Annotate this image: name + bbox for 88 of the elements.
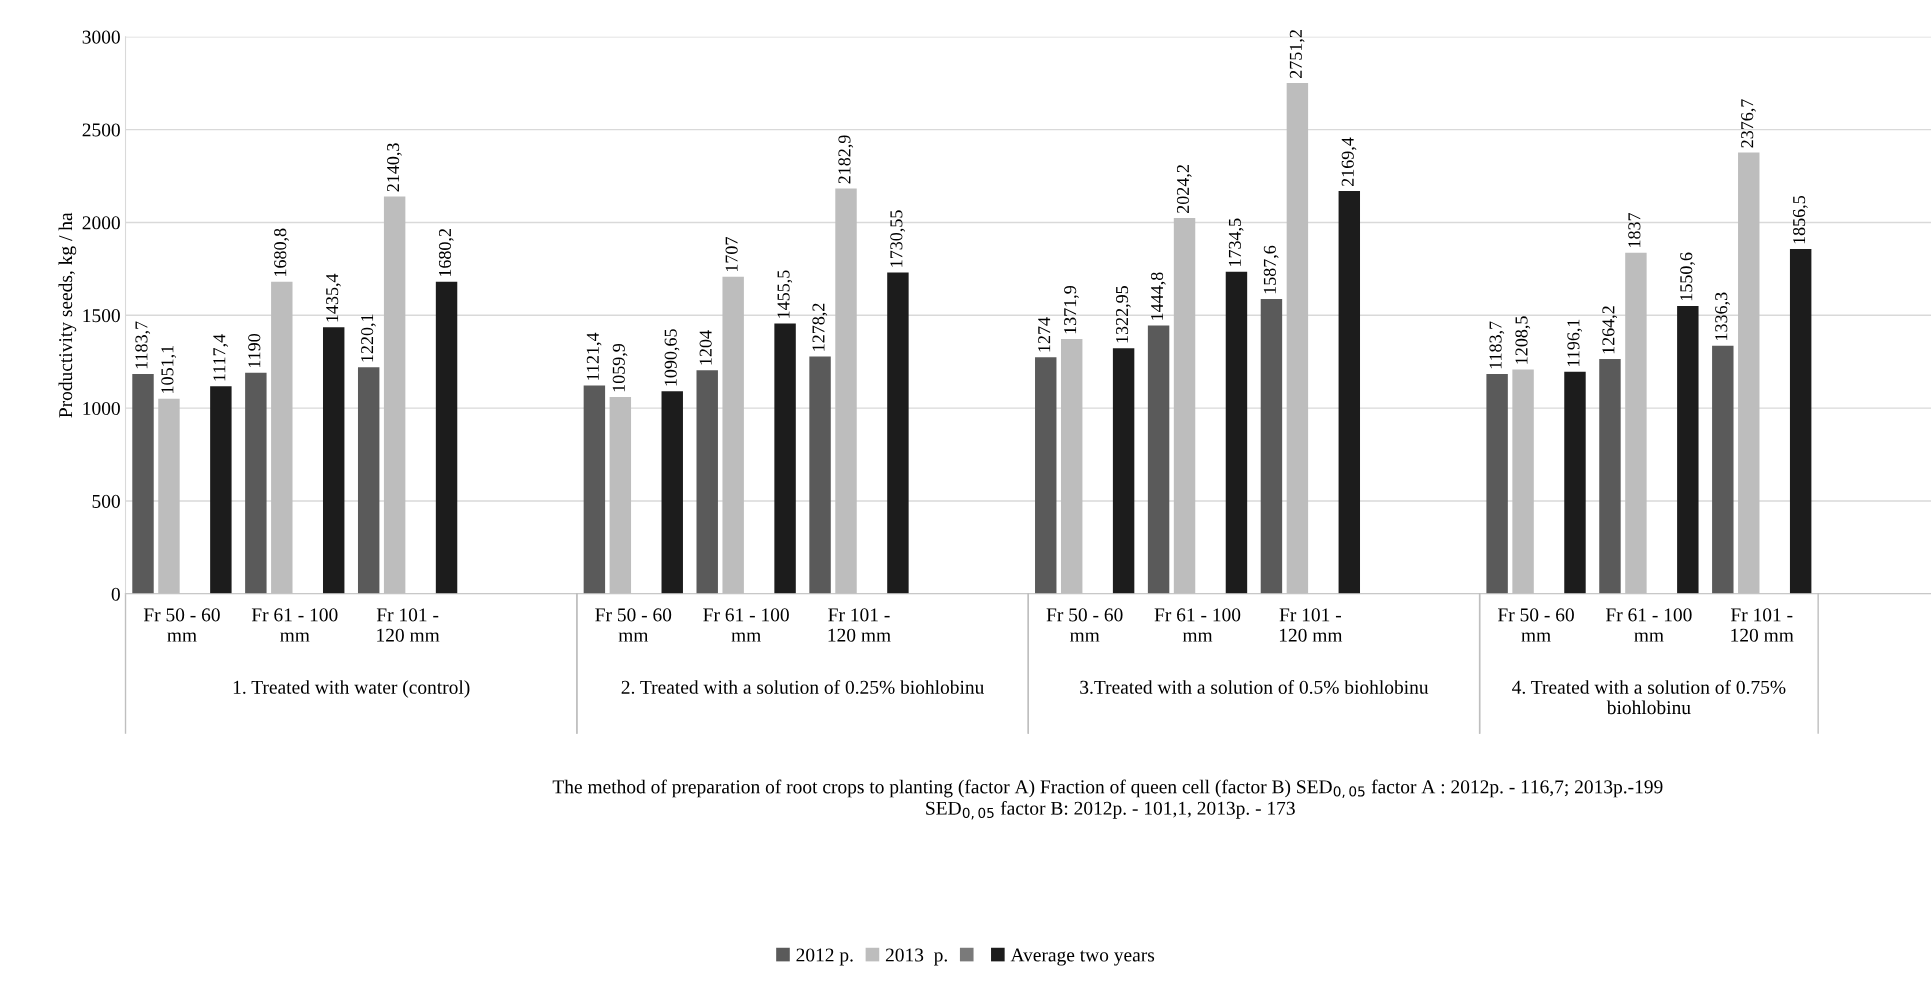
bar xyxy=(1677,305,1699,594)
x-tick-label: Fr 50 - 60 mm xyxy=(1046,608,1123,642)
data-label: 1090,65 xyxy=(664,329,680,386)
bar xyxy=(696,370,718,594)
data-label: 1455,5 xyxy=(777,270,793,318)
data-label: 1680,8 xyxy=(274,228,289,276)
x-tick-label: Fr 61 - 100 mm xyxy=(251,608,338,642)
bar xyxy=(245,372,267,594)
text: 3.Treated with a solution of 0.5% biohlobinu xyxy=(1080,679,1429,694)
data-label: 1371,9 xyxy=(1064,285,1079,334)
x-tick-label: Fr 50 - 60 mm xyxy=(1497,608,1574,642)
data-label: 1837 xyxy=(1628,212,1641,247)
text: The method of preparation of root crops to planting (factor A) Fraction of queen cell (factor B) SED$_{0,05}$ factor A : 2012p. - 116,7; 2013p.-199 SED$_{0,05}$ factor B: 2012p. - 101,1, 2013p. - 173 xyxy=(552,779,1663,820)
data-label: 2182,9 xyxy=(838,135,854,184)
y-axis-title: Productivity seeds, kg / ha xyxy=(58,212,77,418)
data-label: 1730,55 xyxy=(890,210,906,267)
x-tick-label: Fr 101 - 120 mm xyxy=(376,608,440,642)
data-label: 1336,3 xyxy=(1715,292,1730,340)
data-label: 1204 xyxy=(699,330,712,365)
data-label: 1734,5 xyxy=(1228,218,1244,266)
bar xyxy=(583,385,606,594)
legend-label: 2012 p. xyxy=(796,948,853,966)
bar xyxy=(1789,249,1812,594)
y-tick-label: 2000 xyxy=(82,216,120,230)
bar xyxy=(435,281,458,594)
bar xyxy=(210,386,232,594)
x-tick-label: Fr 50 - 60 mm xyxy=(595,608,672,642)
data-label: 1550,6 xyxy=(1680,252,1695,301)
data-label: 1196,1 xyxy=(1567,319,1583,366)
legend-label: 2013 p. xyxy=(885,948,947,966)
bar xyxy=(1260,299,1283,594)
bar xyxy=(661,391,683,594)
data-label: 1444,8 xyxy=(1150,272,1166,320)
data-label: 1856,5 xyxy=(1793,195,1808,244)
data-label: 2376,7 xyxy=(1741,99,1756,148)
data-label: 1117,4 xyxy=(213,334,228,381)
bar xyxy=(1147,325,1170,594)
data-label: 1274 xyxy=(1038,317,1051,352)
bar xyxy=(1225,271,1248,594)
data-label: 2751,2 xyxy=(1289,30,1305,78)
data-label: 2140,3 xyxy=(386,143,402,192)
data-label: 1435,4 xyxy=(326,273,341,322)
bar xyxy=(1486,374,1508,594)
text: 4. Treated with a solution of 0.75% biohlobinu xyxy=(1512,679,1786,715)
x-tick-label: Fr 50 - 60 mm xyxy=(143,608,220,642)
data-label: 1059,9 xyxy=(612,343,628,392)
bar xyxy=(1035,357,1057,594)
data-label: 1208,5 xyxy=(1515,316,1531,364)
bar xyxy=(132,374,154,594)
bar xyxy=(322,327,345,594)
bar xyxy=(1712,345,1734,594)
y-tick-label: 2500 xyxy=(82,123,120,137)
bar xyxy=(887,272,909,594)
y-tick-label: 1000 xyxy=(83,401,120,416)
data-label: 1707 xyxy=(725,237,738,272)
x-tick-label: Fr 101 - 120 mm xyxy=(1279,608,1343,642)
bar xyxy=(357,367,380,594)
data-label: 1121,4 xyxy=(586,332,602,380)
data-label: 1190 xyxy=(248,333,261,368)
data-label: 1183,7 xyxy=(135,321,151,369)
text: 1. Treated with water (control) xyxy=(233,680,470,698)
data-label: 1264,2 xyxy=(1602,306,1618,354)
legend-label: Average two years xyxy=(1010,948,1155,966)
bar xyxy=(809,356,831,594)
bar xyxy=(1112,348,1135,594)
x-tick-label: Fr 61 - 100 mm xyxy=(1605,608,1692,642)
data-label: 1680,2 xyxy=(438,228,454,277)
data-label: 1322,95 xyxy=(1116,286,1131,343)
bar xyxy=(1564,371,1586,594)
data-label: 2024,2 xyxy=(1176,165,1192,213)
x-tick-label: Fr 101 - 120 mm xyxy=(828,608,891,642)
data-label: 1183,7 xyxy=(1489,321,1505,369)
bar xyxy=(774,323,796,594)
x-tick-label: Fr 61 - 100 mm xyxy=(1154,608,1241,642)
data-label: 1278,2 xyxy=(812,303,828,351)
data-label: 2169,4 xyxy=(1341,137,1357,187)
y-tick-label: 500 xyxy=(92,494,120,508)
x-tick-label: Fr 61 - 100 mm xyxy=(703,608,789,642)
y-tick-label: 1500 xyxy=(83,309,120,323)
x-tick-label: Fr 101 - 120 mm xyxy=(1730,608,1794,642)
data-label: 1051,1 xyxy=(161,345,177,393)
bar xyxy=(1599,359,1621,594)
data-label: 1220,1 xyxy=(361,314,376,362)
y-tick-label: 0 xyxy=(111,587,120,601)
y-tick-label: 3000 xyxy=(82,30,120,44)
bar xyxy=(1338,190,1361,594)
data-label: 1587,6 xyxy=(1263,245,1279,294)
text: 2. Treated with a solution of 0.25% biohlobinu xyxy=(621,679,984,694)
